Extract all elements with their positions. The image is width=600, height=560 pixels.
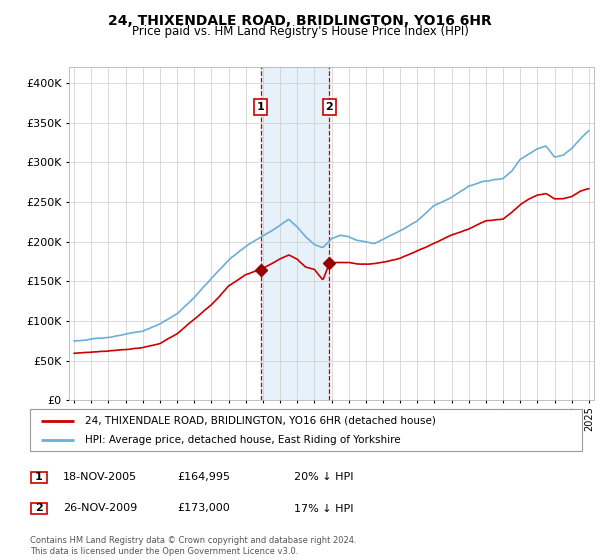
Bar: [261, 67, 329, 400]
Text: 18-NOV-2005: 18-NOV-2005: [63, 472, 137, 482]
Text: HPI: Average price, detached house, East Riding of Yorkshire: HPI: Average price, detached house, East…: [85, 435, 401, 445]
Text: £173,000: £173,000: [177, 503, 230, 514]
Text: £164,995: £164,995: [177, 472, 230, 482]
Text: Contains HM Land Registry data © Crown copyright and database right 2024.
This d: Contains HM Land Registry data © Crown c…: [30, 536, 356, 556]
Text: Price paid vs. HM Land Registry's House Price Index (HPI): Price paid vs. HM Land Registry's House …: [131, 25, 469, 38]
Text: 24, THIXENDALE ROAD, BRIDLINGTON, YO16 6HR (detached house): 24, THIXENDALE ROAD, BRIDLINGTON, YO16 6…: [85, 416, 436, 426]
Text: 17% ↓ HPI: 17% ↓ HPI: [294, 503, 353, 514]
Text: 2: 2: [326, 102, 334, 112]
Text: 20% ↓ HPI: 20% ↓ HPI: [294, 472, 353, 482]
Text: 1: 1: [35, 472, 43, 482]
Text: 2: 2: [35, 503, 43, 514]
Text: 24, THIXENDALE ROAD, BRIDLINGTON, YO16 6HR: 24, THIXENDALE ROAD, BRIDLINGTON, YO16 6…: [108, 14, 492, 28]
Text: 1: 1: [257, 102, 265, 112]
Text: 26-NOV-2009: 26-NOV-2009: [63, 503, 137, 514]
